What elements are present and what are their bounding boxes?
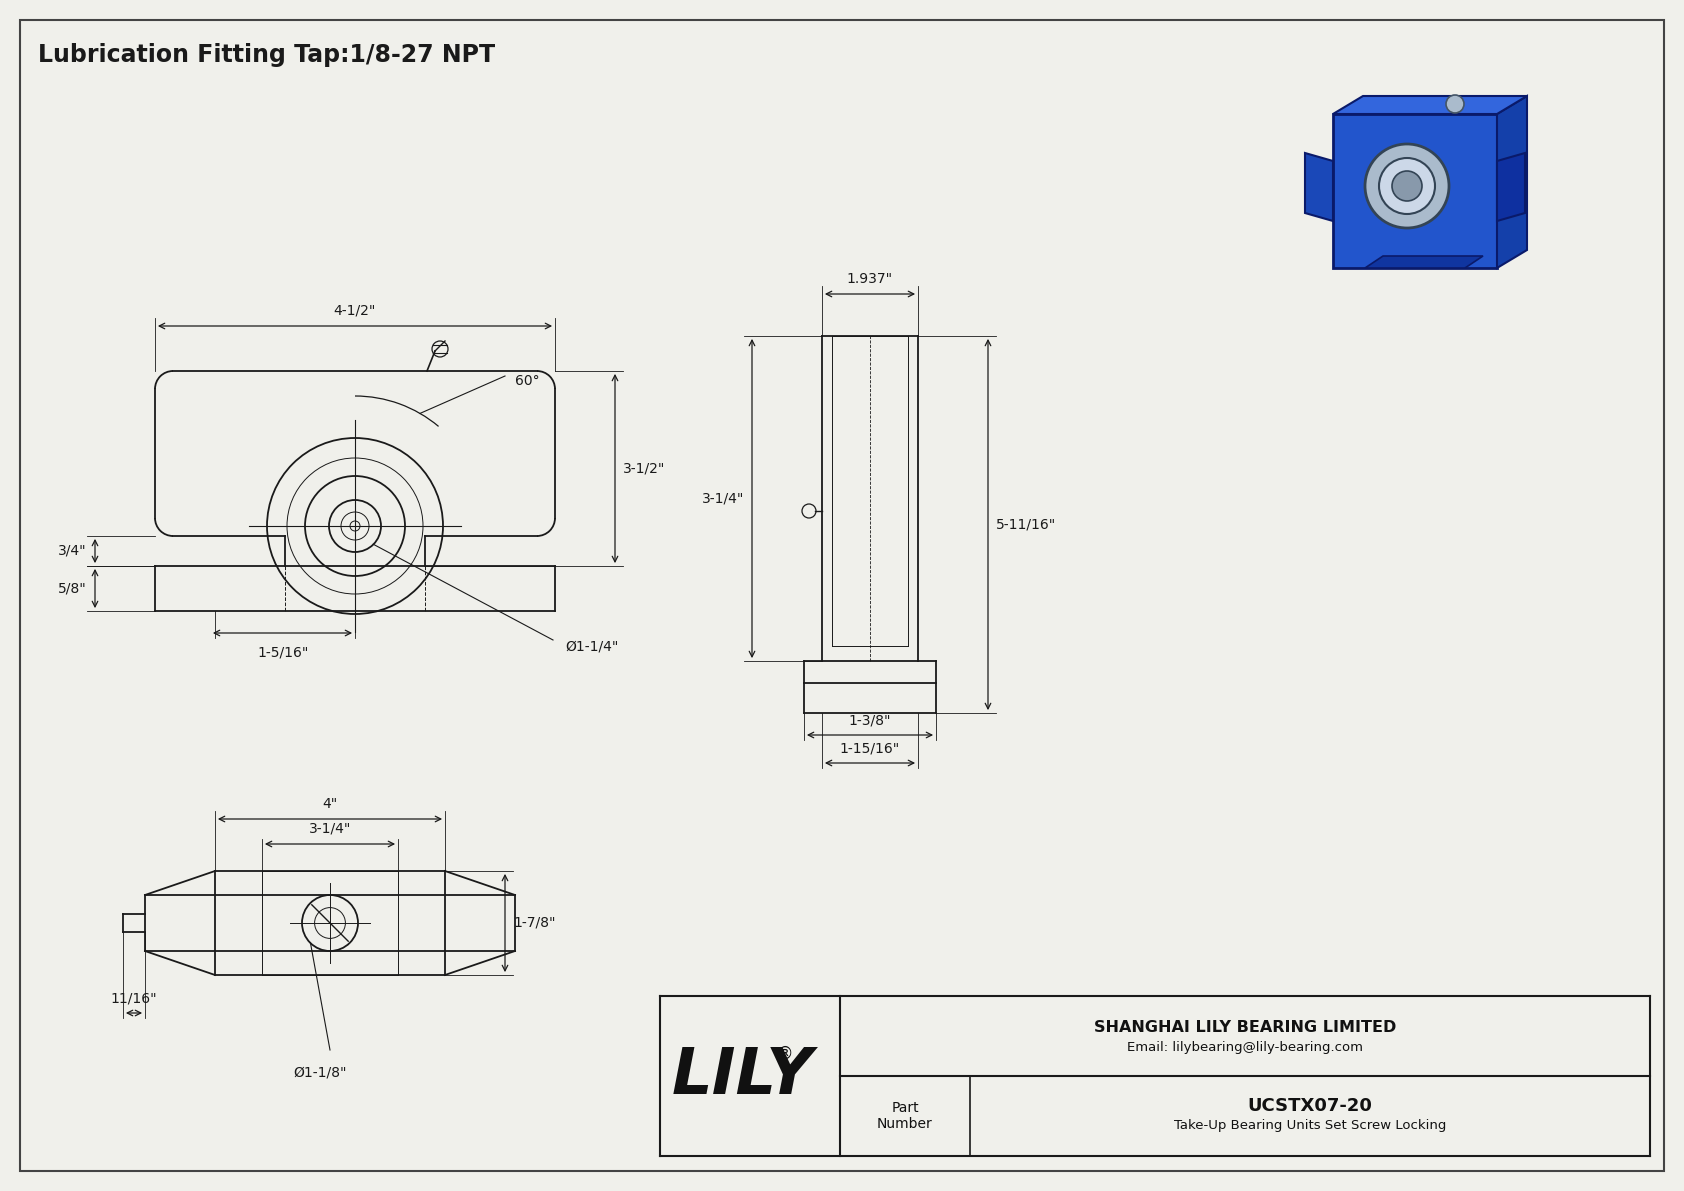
Text: 4": 4" xyxy=(322,797,337,811)
Polygon shape xyxy=(1305,152,1334,222)
Text: 60°: 60° xyxy=(515,374,539,388)
Text: 5/8": 5/8" xyxy=(59,581,88,596)
Text: Ø1-1/8": Ø1-1/8" xyxy=(293,1065,347,1079)
Text: Ø1-1/4": Ø1-1/4" xyxy=(566,640,618,653)
Text: SHANGHAI LILY BEARING LIMITED: SHANGHAI LILY BEARING LIMITED xyxy=(1095,1021,1396,1035)
Text: Part
Number: Part Number xyxy=(877,1100,933,1131)
Polygon shape xyxy=(1497,96,1527,268)
Text: 3-1/4": 3-1/4" xyxy=(702,492,744,505)
Text: 5-11/16": 5-11/16" xyxy=(995,518,1056,531)
Text: 3-1/4": 3-1/4" xyxy=(308,822,352,836)
Text: 1-5/16": 1-5/16" xyxy=(258,646,308,659)
Text: 1-15/16": 1-15/16" xyxy=(840,741,901,755)
Text: 11/16": 11/16" xyxy=(111,991,157,1005)
Text: 4-1/2": 4-1/2" xyxy=(333,304,376,318)
Polygon shape xyxy=(1366,256,1484,268)
Text: LILY: LILY xyxy=(672,1045,813,1106)
Text: ®: ® xyxy=(776,1045,793,1064)
Text: Email: lilybearing@lily-bearing.com: Email: lilybearing@lily-bearing.com xyxy=(1127,1041,1362,1054)
Text: 1.937": 1.937" xyxy=(847,272,893,286)
Text: 1-3/8": 1-3/8" xyxy=(849,713,891,727)
Circle shape xyxy=(1447,95,1463,113)
Circle shape xyxy=(1366,144,1448,227)
Text: UCSTX07-20: UCSTX07-20 xyxy=(1248,1097,1372,1115)
Text: Take-Up Bearing Units Set Screw Locking: Take-Up Bearing Units Set Screw Locking xyxy=(1174,1120,1447,1133)
Polygon shape xyxy=(1497,152,1526,222)
Text: 1-7/8": 1-7/8" xyxy=(514,916,556,930)
Text: Lubrication Fitting Tap:1/8-27 NPT: Lubrication Fitting Tap:1/8-27 NPT xyxy=(39,43,495,67)
Circle shape xyxy=(1393,172,1421,201)
Text: 3-1/2": 3-1/2" xyxy=(623,461,665,475)
Text: 3/4": 3/4" xyxy=(59,544,88,559)
Polygon shape xyxy=(1334,114,1497,268)
Circle shape xyxy=(1379,158,1435,214)
Polygon shape xyxy=(1334,96,1527,114)
